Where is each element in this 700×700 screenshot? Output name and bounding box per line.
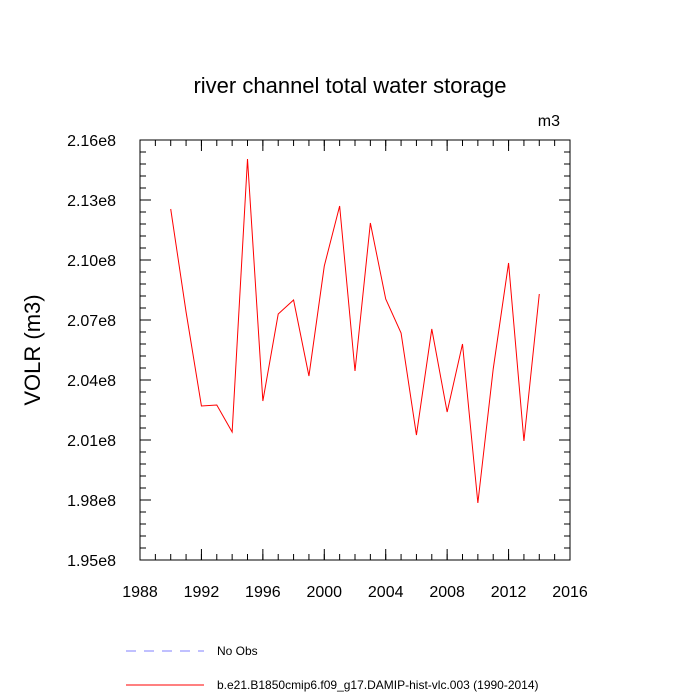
legend: No Obs b.e21.B1850cmip6.f09_g17.DAMIP-his… — [126, 644, 539, 692]
y-axis-label: VOLR (m3) — [20, 294, 45, 405]
y-tick-label: 2.01e8 — [67, 433, 116, 450]
x-tick-label: 2012 — [491, 584, 527, 601]
x-tick-label: 2000 — [306, 584, 342, 601]
y-tick-label: 2.13e8 — [67, 193, 116, 210]
x-tick-label: 2008 — [429, 584, 465, 601]
series-layer — [170, 158, 540, 504]
x-tick-label: 1996 — [245, 584, 281, 601]
y-tick-label: 1.98e8 — [67, 493, 116, 510]
y-tick-label: 2.07e8 — [67, 313, 116, 330]
y-tick-label: 2.10e8 — [67, 253, 116, 270]
x-tick-label: 2016 — [552, 584, 588, 601]
x-tick-label: 1988 — [122, 584, 158, 601]
legend-label: b.e21.B1850cmip6.f09_g17.DAMIP-hist-vlc.… — [217, 678, 539, 692]
y-tick-label: 2.04e8 — [67, 373, 116, 390]
x-major-ticks: 1988 1992 1996 2000 2004 2008 2012 2016 — [122, 140, 588, 601]
y-major-ticks: 1.95e8 1.98e8 2.01e8 2.04e8 2.07e8 2.10e8 2.13… — [67, 133, 570, 570]
y-tick-label: 2.16e8 — [67, 133, 116, 150]
plot-frame — [139, 139, 571, 561]
x-tick-label: 1992 — [184, 584, 220, 601]
x-minor-ticks — [139, 140, 571, 560]
y-tick-label: 1.95e8 — [67, 553, 116, 570]
units-label: m3 — [538, 113, 560, 130]
chart-title: river channel total water storage — [193, 73, 506, 98]
series-line — [170, 158, 540, 504]
legend-label: No Obs — [217, 644, 258, 658]
y-minor-ticks — [140, 139, 570, 561]
x-tick-label: 2004 — [368, 584, 404, 601]
